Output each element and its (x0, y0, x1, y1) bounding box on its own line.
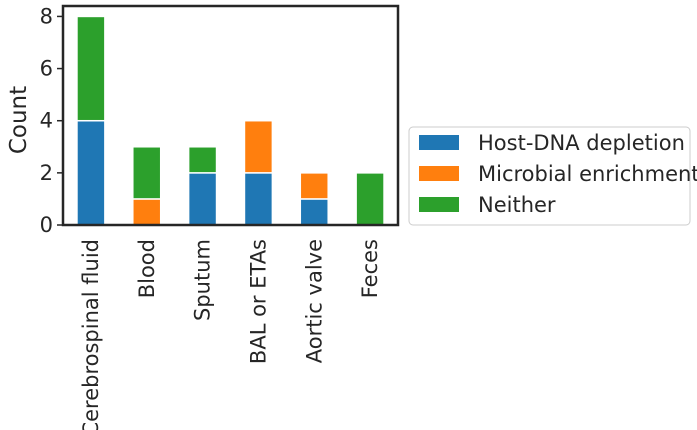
y-tick-label: 4 (40, 109, 53, 133)
bar-segment (299, 198, 329, 226)
y-tick-label: 0 (40, 213, 53, 237)
legend-label: Host-DNA depletion (478, 131, 685, 155)
plot-frame (61, 4, 400, 227)
legend-label: Neither (478, 193, 556, 217)
legend-swatch (419, 135, 459, 150)
x-tick-label: BAL or ETAs (246, 239, 270, 364)
bar-segment (355, 172, 385, 226)
legend-swatch (419, 166, 459, 181)
legend-swatch (419, 197, 459, 212)
legend-frame (408, 126, 691, 226)
x-tick-label: Cerebrospinal fluid (79, 239, 103, 430)
y-axis-label: Count (6, 86, 32, 154)
bar-segment (299, 172, 329, 200)
y-tick-label: 8 (40, 4, 53, 28)
x-tick-label: Feces (358, 239, 382, 298)
x-tick-label: Sputum (191, 239, 215, 321)
x-tick-label: Blood (135, 239, 159, 298)
y-tick-label: 2 (40, 161, 53, 185)
bar-segment (76, 15, 106, 122)
bar-segment (132, 198, 162, 226)
bar-segment (187, 172, 218, 226)
bar-segment (243, 172, 274, 226)
bar-segment (243, 119, 274, 174)
bar-segment (187, 146, 218, 174)
legend-label: Microbial enrichment (478, 162, 697, 186)
x-tick-label: Aortic valve (302, 239, 326, 363)
bar-segment (132, 146, 162, 200)
legend: Host-DNA depletion Microbial enrichment Ne… (408, 126, 697, 226)
bar-segment (76, 119, 106, 226)
y-tick-label: 6 (40, 57, 53, 81)
